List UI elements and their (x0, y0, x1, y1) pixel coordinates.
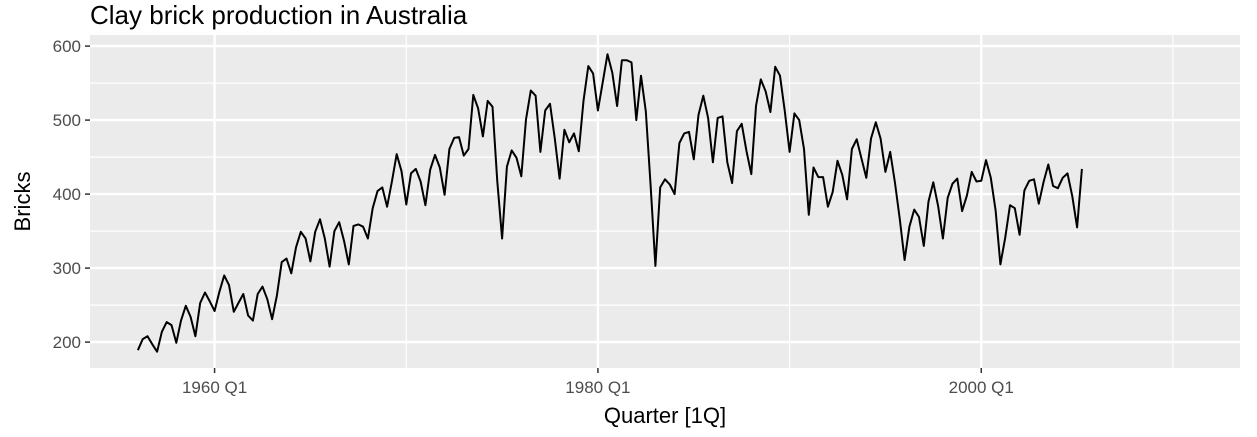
y-tick-label: 300 (53, 259, 81, 278)
x-tick-label: 1980 Q1 (565, 378, 630, 397)
chart-title: Clay brick production in Australia (90, 0, 468, 30)
x-axis: 1960 Q1 1980 Q1 2000 Q1 (182, 368, 1014, 397)
y-axis: 200 300 400 500 600 (53, 37, 90, 352)
x-axis-title: Quarter [1Q] (604, 403, 726, 428)
series-line-bricks (136, 53, 1083, 353)
plot-panel (90, 35, 1240, 368)
x-tick-label: 1960 Q1 (182, 378, 247, 397)
y-axis-title: Bricks (10, 172, 35, 232)
y-tick-label: 600 (53, 37, 81, 56)
y-tick-label: 200 (53, 333, 81, 352)
y-tick-label: 400 (53, 185, 81, 204)
major-gridlines (90, 35, 1240, 368)
x-tick-label: 2000 Q1 (949, 378, 1014, 397)
y-tick-label: 500 (53, 111, 81, 130)
